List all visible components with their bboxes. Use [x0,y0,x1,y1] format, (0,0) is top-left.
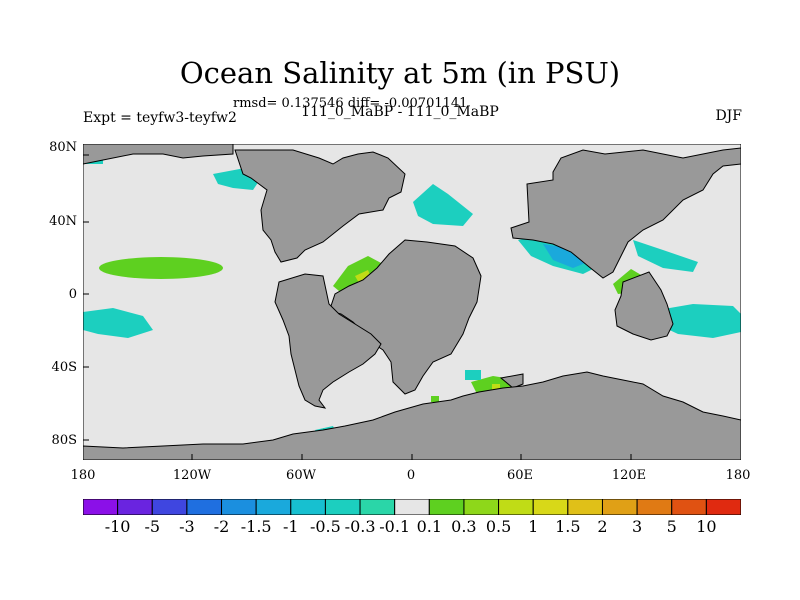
colorbar-label: -0.5 [309,517,341,536]
colorbar-swatch [151,499,188,515]
colorbar-label: -10 [104,517,131,536]
anomaly-south-pacific-east [658,304,741,338]
colorbar-label: 0.5 [485,517,512,536]
colorbar-swatch [463,499,500,515]
lat-tick-80s: 80S [51,433,77,448]
lat-tick-40s: 40S [51,360,77,375]
colorbar-label: -0.3 [344,517,376,536]
anomaly-spot-b [431,396,439,402]
lat-tick-80n: 80N [49,140,77,155]
lon-tick-180w: 180 [70,468,96,483]
period-label: 111_0_MaBP - 111_0_MaBP [301,104,499,120]
colorbar [83,499,741,515]
colorbar-swatch [636,499,673,515]
lon-tick-0: 0 [406,468,416,483]
land-eurasia [510,147,741,279]
experiment-label: Expt = teyfw3-teyfw2 [83,110,237,126]
lon-tick-120w: 120W [172,468,212,483]
colorbar-swatch [394,499,430,515]
stats-line: rmsd= 0.137546 diff= -0.00701141 [233,96,468,111]
colorbar-swatch [83,499,119,515]
anomaly-south-pacific-west [83,308,153,338]
land-masses [83,144,741,460]
salinity-map [83,144,741,460]
colorbar-label: 10 [696,517,717,536]
lon-tick-180e: 180 [725,468,751,483]
lon-tick-120e: 120E [611,468,647,483]
colorbar-label: 2 [597,517,608,536]
colorbar-swatch [324,499,361,515]
colorbar-swatch [567,499,603,515]
lon-tick-60w: 60W [286,468,316,483]
colorbar-swatch [255,499,292,515]
colorbar-swatch [359,499,396,515]
colorbar-swatch [705,499,741,515]
land-south-america [274,273,382,409]
colorbar-swatch [671,499,707,515]
anomaly-core-indian [492,384,500,390]
anomaly-core-mediterranean [543,244,588,268]
colorbar-label: 3 [632,517,643,536]
colorbar-swatch [290,499,326,515]
colorbar-swatch [498,499,534,515]
colorbar-swatch [186,499,223,515]
colorbar-swatch [428,499,465,515]
land-arctic-margin [83,144,234,165]
land-antarctica [83,371,741,460]
colorbar-label: -3 [179,517,195,536]
map-title: Ocean Salinity at 5m (in PSU) [179,56,621,90]
colorbar-swatch [532,499,569,515]
lat-tick-40n: 40N [49,214,77,229]
lat-tick-0: 0 [68,287,77,302]
land-north-america [234,149,406,263]
colorbar-label: 1.5 [555,517,581,536]
colorbar-label: 1 [528,517,539,536]
anomaly-west-pacific [633,240,698,272]
season-label: DJF [715,108,742,124]
colorbar-label: -5 [144,517,161,536]
anomaly-north-pacific [99,257,223,279]
land-indonesia [614,271,674,341]
colorbar-label: -0.1 [379,517,411,536]
colorbar-label: -2 [213,517,230,536]
colorbar-swatch [117,499,153,515]
colorbar-label: -1 [283,517,299,536]
colorbar-label: 0.1 [416,517,443,536]
colorbar-label: 0.3 [451,517,477,536]
map-tick-marks [83,154,632,460]
land-africa [330,239,482,395]
colorbar-swatch [221,499,257,515]
colorbar-label: 5 [666,517,677,536]
colorbar-swatch [601,499,638,515]
anomaly-arctic-atlantic [413,184,473,226]
anomaly-kerguelen [465,370,481,380]
land-madagascar [499,373,524,389]
lon-tick-60e: 60E [506,468,534,483]
colorbar-label: -1.5 [240,517,272,536]
